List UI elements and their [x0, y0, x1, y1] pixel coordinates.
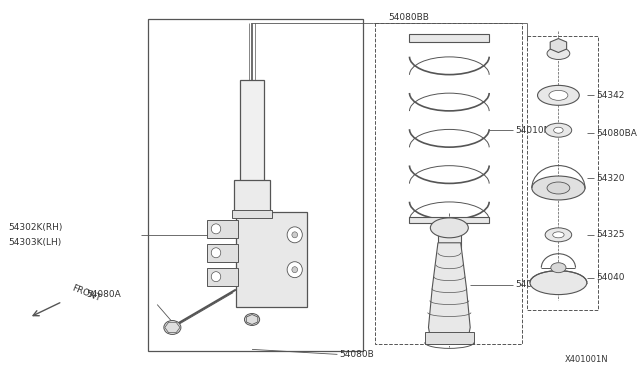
Bar [375, 23, 522, 344]
Ellipse shape [549, 90, 568, 100]
Text: 54342: 54342 [596, 91, 625, 100]
Bar [240, 80, 264, 185]
Bar [232, 210, 272, 218]
Text: 54080B: 54080B [339, 350, 374, 359]
Ellipse shape [287, 262, 302, 278]
Bar [207, 268, 238, 286]
Bar [148, 19, 363, 352]
Bar [236, 212, 307, 307]
Polygon shape [550, 39, 566, 52]
Text: 54303K(LH): 54303K(LH) [8, 238, 61, 247]
Bar [234, 180, 270, 215]
Ellipse shape [211, 248, 221, 258]
Text: FRONT: FRONT [70, 284, 102, 304]
Bar [207, 220, 238, 238]
Text: 54080BB: 54080BB [388, 13, 429, 22]
Ellipse shape [538, 86, 579, 105]
Ellipse shape [287, 227, 302, 243]
Polygon shape [246, 314, 258, 324]
Polygon shape [164, 322, 180, 333]
Ellipse shape [547, 48, 570, 60]
Bar [425, 333, 474, 344]
Ellipse shape [553, 232, 564, 238]
Ellipse shape [211, 224, 221, 234]
Polygon shape [428, 243, 470, 337]
Ellipse shape [532, 176, 585, 200]
Ellipse shape [554, 127, 563, 133]
Bar [408, 33, 489, 42]
Text: 54302K(RH): 54302K(RH) [8, 223, 63, 232]
Bar [527, 36, 598, 310]
Text: 54080A: 54080A [86, 290, 121, 299]
Ellipse shape [430, 218, 468, 238]
Text: X401001N: X401001N [565, 355, 609, 364]
Ellipse shape [545, 123, 572, 137]
Bar [207, 244, 238, 262]
Text: 54080BA: 54080BA [596, 129, 637, 138]
Bar [408, 217, 489, 223]
Ellipse shape [547, 182, 570, 194]
Ellipse shape [164, 321, 181, 334]
Ellipse shape [551, 263, 566, 273]
Ellipse shape [530, 271, 587, 295]
Ellipse shape [292, 232, 298, 238]
Ellipse shape [545, 228, 572, 242]
Text: 54050M: 54050M [516, 280, 552, 289]
Ellipse shape [292, 267, 298, 273]
Text: 54040: 54040 [596, 273, 625, 282]
Text: 54320: 54320 [596, 173, 625, 183]
Ellipse shape [244, 314, 260, 326]
Bar [438, 228, 461, 248]
Ellipse shape [211, 272, 221, 282]
Text: 54325: 54325 [596, 230, 625, 239]
Text: 54010M: 54010M [516, 126, 552, 135]
